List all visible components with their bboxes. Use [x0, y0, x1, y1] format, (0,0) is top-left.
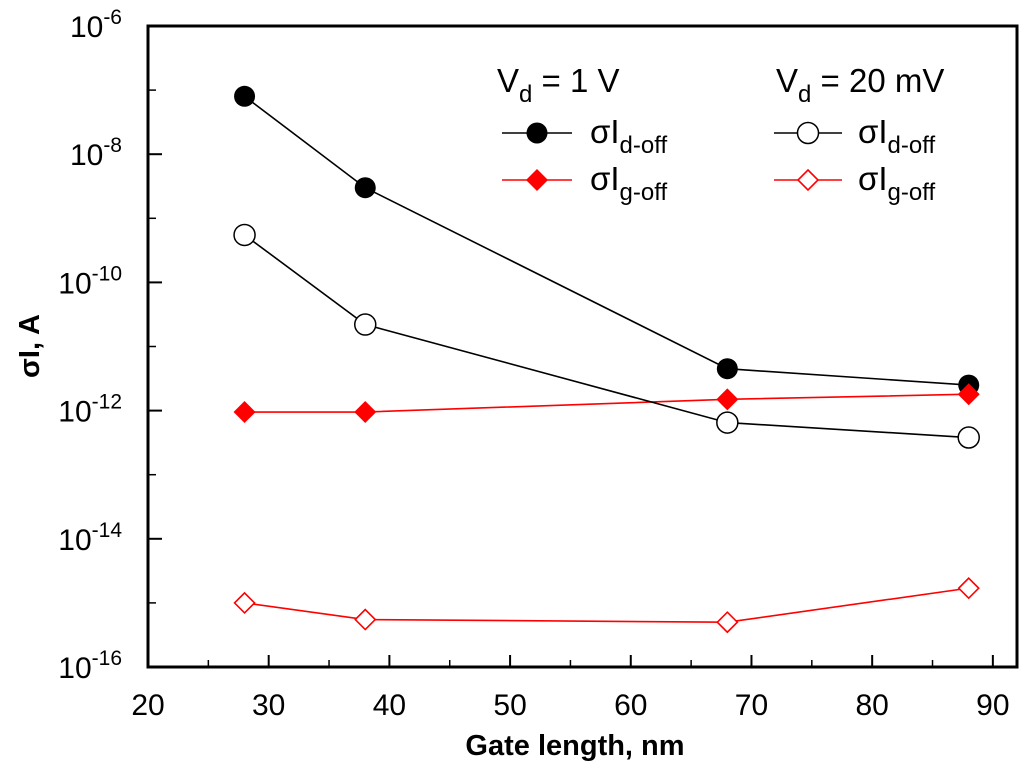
data-point-diamond — [354, 608, 377, 631]
svg-text:σIg-off: σIg-off — [858, 160, 935, 206]
x-tick-label: 90 — [976, 689, 1009, 722]
data-point-diamond — [957, 576, 980, 600]
data-point-circle — [354, 177, 376, 199]
series-line-1 — [244, 393, 969, 413]
x-tick-label: 80 — [855, 689, 888, 722]
legend-entry-id-off-20mv: σId-off — [774, 113, 935, 159]
y-tick-label: 10-16 — [58, 647, 122, 685]
data-point-diamond — [716, 611, 739, 634]
y-tick-label: 10-8 — [70, 134, 122, 172]
legend-entry-id-off-1v: σId-off — [502, 113, 667, 159]
x-tick-label: 70 — [735, 689, 768, 722]
data-point-circle — [957, 426, 980, 449]
y-tick-label: 10-10 — [58, 262, 122, 300]
svg-text:σId-off: σId-off — [590, 113, 667, 159]
legend-marker-open-circle — [796, 121, 820, 145]
legend-header-vd-20mv: Vd = 20 mV — [776, 62, 944, 108]
legend-entry-ig-off-1v: σIg-off — [502, 160, 667, 206]
legend-entry-ig-off-20mv: σIg-off — [774, 160, 935, 206]
data-point-circle — [354, 313, 377, 336]
y-tick-label: 10-12 — [58, 391, 122, 429]
x-axis-title: Gate length, nm — [465, 730, 684, 762]
x-tick-label: 20 — [131, 689, 164, 722]
y-axis-title: σI, A — [14, 314, 46, 378]
data-point-circle — [716, 411, 739, 434]
svg-text:σIg-off: σIg-off — [590, 160, 667, 206]
data-point-diamond — [354, 401, 377, 424]
data-point-circle — [716, 358, 738, 380]
data-point-diamond — [716, 388, 739, 411]
legend-marker-open-diamond — [796, 168, 820, 192]
x-tick-label: 40 — [373, 689, 406, 722]
data-point-circle — [234, 85, 256, 107]
series-line-0 — [244, 95, 969, 386]
svg-text:σId-off: σId-off — [858, 113, 935, 159]
x-tick-label: 60 — [614, 689, 647, 722]
data-point-diamond — [957, 383, 980, 406]
data-point-diamond — [233, 591, 256, 615]
legend-marker-filled-diamond — [526, 169, 548, 191]
y-tick-label: 10-14 — [58, 519, 122, 557]
y-tick-label: 10-6 — [70, 6, 122, 44]
legend-marker-filled-circle — [526, 122, 548, 144]
legend-header-vd-1v: Vd = 1 V — [497, 62, 620, 108]
data-point-diamond — [233, 401, 256, 424]
data-point-circle — [233, 223, 256, 247]
x-tick-label: 30 — [252, 689, 285, 722]
series-line-2 — [244, 234, 969, 439]
x-tick-label: 50 — [493, 689, 526, 722]
series-line-3 — [244, 587, 969, 623]
